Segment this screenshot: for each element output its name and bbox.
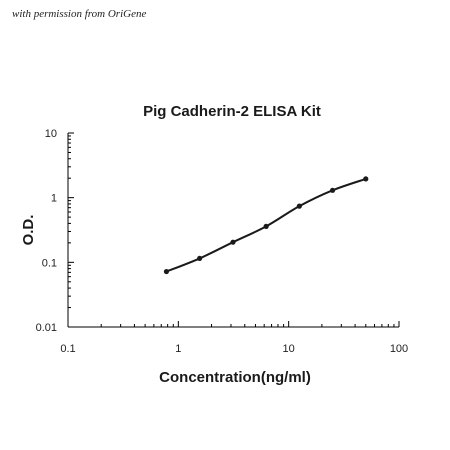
data-points [163,176,369,275]
x-tick-label: 100 [390,343,408,355]
x-tick-label: 1 [175,343,181,355]
chart-title: Pig Cadherin-2 ELISA Kit [143,103,321,120]
x-tick-label: 0.1 [60,343,75,355]
y-tick-label: 10 [45,128,57,140]
y-tick-label: 1 [51,193,57,205]
data-point [329,187,336,193]
data-point [197,255,203,262]
x-tick-label: 10 [283,343,295,355]
data-point [296,203,302,209]
y-axis-label: O.D. [20,215,37,246]
tick-marks [67,132,400,328]
y-tick-label: 0.01 [36,322,57,334]
data-point [163,268,170,275]
data-point [230,239,236,245]
axes [67,133,399,328]
y-tick-label: 0.1 [42,257,57,269]
data-point [363,176,369,182]
permission-credit: with permission from OriGene [12,8,147,20]
data-point [263,223,269,229]
x-axis-label: Concentration(ng/ml) [159,369,311,386]
